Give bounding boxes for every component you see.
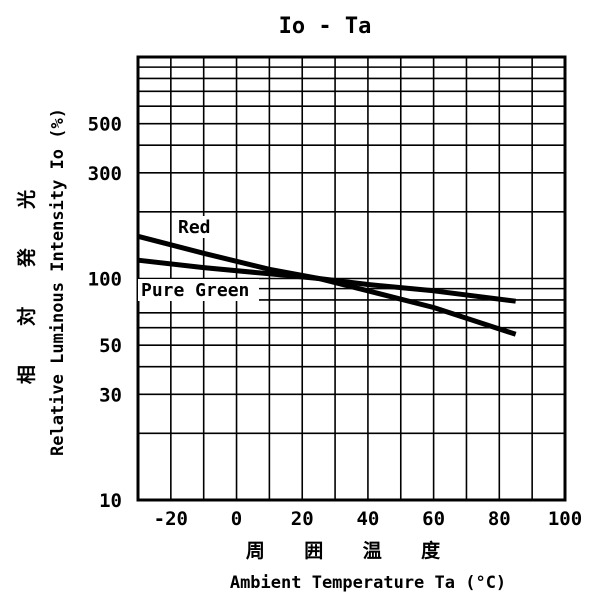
- x-tick-labels: -20 0 20 40 60 80 100: [154, 508, 582, 530]
- y-tick-label: 30: [99, 384, 122, 406]
- y-tick-label: 50: [99, 335, 122, 357]
- y-tick-label: 300: [88, 163, 122, 185]
- x-tick-label: 40: [356, 508, 379, 530]
- y-tick-labels: 10 30 50 100 300 500: [88, 114, 122, 512]
- x-tick-label: -20: [154, 508, 188, 530]
- y-axis-label-cjk: 相 対 発 光: [15, 176, 38, 384]
- x-tick-label: 80: [488, 508, 511, 530]
- chart-title: Io - Ta: [279, 14, 372, 39]
- x-tick-label: 100: [548, 508, 582, 530]
- series-line: [137, 257, 517, 304]
- x-tick-label: 0: [231, 508, 242, 530]
- series-label-bg: [138, 279, 259, 301]
- series-label-bg: [175, 216, 216, 238]
- series-label: Red: [178, 217, 211, 238]
- x-tick-label: 20: [291, 508, 314, 530]
- series-label: Pure Green: [141, 280, 249, 301]
- x-axis-label: Ambient Temperature Ta (°C): [230, 573, 506, 593]
- plot-frame: [136, 55, 567, 502]
- y-tick-label: 10: [99, 490, 122, 512]
- y-tick-label: 100: [88, 269, 122, 291]
- x-axis-label-cjk: 周 囲 温 度: [246, 539, 454, 562]
- series-group: Red Pure Green: [137, 216, 517, 337]
- x-tick-label: 60: [422, 508, 445, 530]
- grid: [138, 57, 565, 500]
- y-axis-label: Relative Luminous Intensity Io (%): [48, 108, 68, 456]
- y-tick-label: 500: [88, 114, 122, 136]
